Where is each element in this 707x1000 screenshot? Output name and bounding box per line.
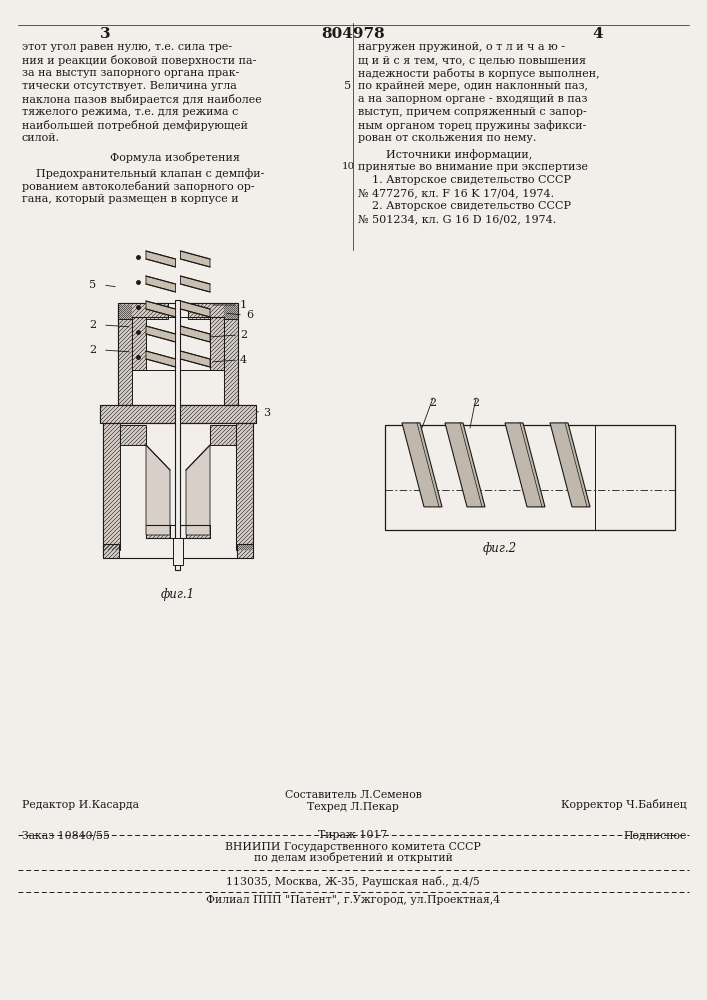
Polygon shape: [180, 326, 210, 342]
Text: № 501234, кл. G 16 D 16/02, 1974.: № 501234, кл. G 16 D 16/02, 1974.: [358, 214, 556, 224]
Polygon shape: [402, 423, 442, 507]
Text: за на выступ запорного органа прак-: за на выступ запорного органа прак-: [22, 68, 240, 78]
Bar: [118, 305, 132, 405]
Text: 1: 1: [240, 300, 247, 310]
Text: наибольшей потребной демфирующей: наибольшей потребной демфирующей: [22, 120, 248, 131]
Text: 2: 2: [89, 320, 96, 330]
Text: Подписное: Подписное: [624, 830, 687, 840]
Text: 2: 2: [240, 330, 247, 340]
Bar: [132, 317, 146, 370]
Polygon shape: [180, 251, 210, 267]
Bar: [188, 303, 238, 319]
Polygon shape: [186, 445, 210, 535]
Text: Составитель Л.Семенов: Составитель Л.Семенов: [284, 790, 421, 800]
Text: 2: 2: [472, 398, 479, 408]
Bar: [186, 525, 210, 538]
Bar: [103, 423, 120, 550]
Polygon shape: [146, 251, 175, 267]
Text: 2: 2: [429, 398, 436, 408]
Text: 10: 10: [341, 162, 355, 171]
Text: 4: 4: [592, 27, 603, 41]
Text: тяжелого режима, т.е. для режима с: тяжелого режима, т.е. для режима с: [22, 107, 238, 117]
Text: рованием автоколебаний запорного ор-: рованием автоколебаний запорного ор-: [22, 181, 255, 192]
Text: 3: 3: [100, 27, 110, 41]
Text: Филиал ППП "Патент", г.Ужгород, ул.Проектная,4: Филиал ППП "Патент", г.Ужгород, ул.Проек…: [206, 895, 500, 905]
Text: Формула изобретения: Формула изобретения: [110, 152, 240, 163]
Bar: [224, 305, 238, 405]
Text: тически отсутствует. Величина угла: тически отсутствует. Величина угла: [22, 81, 237, 91]
Text: по крайней мере, один наклонный паз,: по крайней мере, один наклонный паз,: [358, 81, 588, 91]
Bar: [210, 425, 236, 445]
Bar: [103, 544, 119, 558]
Polygon shape: [146, 301, 175, 317]
Bar: [132, 317, 224, 370]
Bar: [236, 423, 253, 550]
Bar: [100, 405, 256, 423]
Bar: [237, 544, 253, 558]
Text: № 477276, кл. F 16 K 17/04, 1974.: № 477276, кл. F 16 K 17/04, 1974.: [358, 188, 554, 198]
Bar: [120, 425, 146, 445]
Text: 3: 3: [263, 408, 270, 418]
Text: а на запорном органе - входящий в паз: а на запорном органе - входящий в паз: [358, 94, 588, 104]
Text: 6: 6: [246, 310, 253, 320]
Polygon shape: [180, 351, 210, 367]
Text: нагружен пружиной, о т л и ч а ю -: нагружен пружиной, о т л и ч а ю -: [358, 42, 565, 52]
Polygon shape: [146, 445, 170, 535]
Bar: [385, 425, 675, 530]
Bar: [210, 317, 224, 370]
Polygon shape: [146, 351, 175, 367]
Text: Заказ 10840/55: Заказ 10840/55: [22, 830, 110, 840]
Text: этот угол равен нулю, т.е. сила тре-: этот угол равен нулю, т.е. сила тре-: [22, 42, 232, 52]
Text: силой.: силой.: [22, 133, 60, 143]
Text: Тираж 1017: Тираж 1017: [318, 830, 387, 840]
Polygon shape: [180, 276, 210, 292]
Polygon shape: [146, 276, 175, 292]
Text: ния и реакции боковой поверхности па-: ния и реакции боковой поверхности па-: [22, 55, 257, 66]
Text: по делам изобретений и открытий: по делам изобретений и открытий: [254, 852, 452, 863]
Text: Редактор И.Касарда: Редактор И.Касарда: [22, 800, 139, 810]
Bar: [118, 303, 238, 405]
Text: 5: 5: [89, 280, 96, 290]
Bar: [146, 525, 170, 538]
Text: 113035, Москва, Ж-35, Раушская наб., д.4/5: 113035, Москва, Ж-35, Раушская наб., д.4…: [226, 876, 480, 887]
Bar: [175, 300, 180, 570]
Text: ным органом торец пружины зафикси-: ным органом торец пружины зафикси-: [358, 120, 586, 131]
Text: щ и й с я тем, что, с целью повышения: щ и й с я тем, что, с целью повышения: [358, 55, 586, 65]
Text: принятые во внимание при экспертизе: принятые во внимание при экспертизе: [358, 162, 588, 172]
Text: 1. Авторское свидетельство СССР: 1. Авторское свидетельство СССР: [358, 175, 571, 185]
Text: фиг.1: фиг.1: [161, 588, 195, 601]
Bar: [173, 538, 183, 565]
Text: 2. Авторское свидетельство СССР: 2. Авторское свидетельство СССР: [358, 201, 571, 211]
Polygon shape: [445, 423, 485, 507]
Text: наклона пазов выбирается для наиболее: наклона пазов выбирается для наиболее: [22, 94, 262, 105]
Polygon shape: [180, 301, 210, 317]
Text: выступ, причем сопряженный с запор-: выступ, причем сопряженный с запор-: [358, 107, 587, 117]
Polygon shape: [550, 423, 590, 507]
Bar: [118, 303, 168, 319]
Text: 804978: 804978: [321, 27, 385, 41]
Bar: [103, 423, 253, 558]
Text: Техред Л.Пекар: Техред Л.Пекар: [307, 802, 399, 812]
Text: 4: 4: [240, 355, 247, 365]
Text: гана, который размещен в корпусе и: гана, который размещен в корпусе и: [22, 194, 239, 204]
Text: Источники информации,: Источники информации,: [358, 149, 532, 160]
Text: Корректор Ч.Бабинец: Корректор Ч.Бабинец: [561, 799, 687, 810]
Polygon shape: [505, 423, 545, 507]
Text: 2: 2: [89, 345, 96, 355]
Polygon shape: [146, 326, 175, 342]
Text: рован от скольжения по нему.: рован от скольжения по нему.: [358, 133, 537, 143]
Text: надежности работы в корпусе выполнен,: надежности работы в корпусе выполнен,: [358, 68, 600, 79]
Text: Предохранительный клапан с демпфи-: Предохранительный клапан с демпфи-: [22, 168, 264, 179]
Text: ВНИИПИ Государственного комитета СССР: ВНИИПИ Государственного комитета СССР: [225, 842, 481, 852]
Text: 5: 5: [344, 81, 351, 91]
Text: фиг.2: фиг.2: [483, 542, 517, 555]
Bar: [100, 405, 256, 423]
